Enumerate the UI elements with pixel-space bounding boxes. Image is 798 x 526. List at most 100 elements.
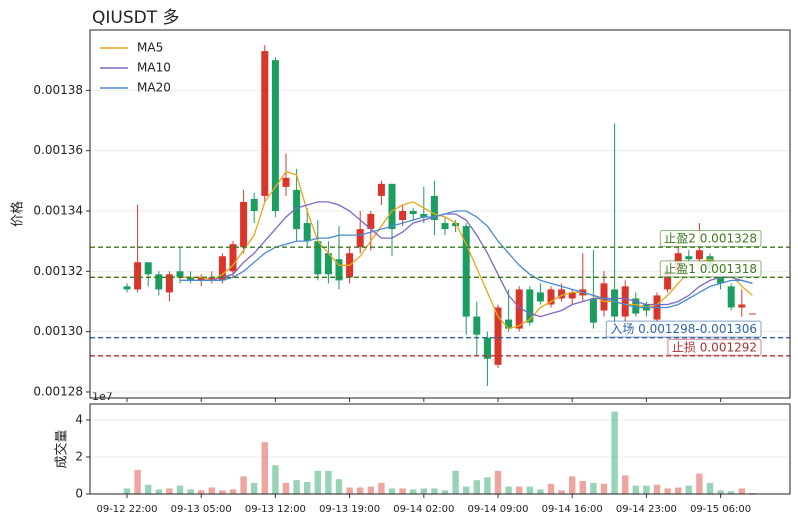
level-label: 止盈1 0.001318 [664, 262, 757, 276]
volume-bar [325, 470, 332, 494]
candle-body [197, 277, 205, 281]
legend-label: MA20 [137, 81, 171, 95]
candle-body [632, 298, 640, 314]
volume-bar [145, 484, 152, 494]
candle-body [536, 292, 544, 302]
volume-bar [346, 487, 353, 494]
volume-bar [420, 488, 427, 494]
candle-body [388, 183, 396, 230]
candle-body [621, 286, 629, 317]
level-annotation: 止盈2 0.001328 [659, 230, 762, 248]
volume-bar [643, 485, 650, 494]
volume-bar [685, 485, 692, 494]
candle-body [600, 283, 608, 311]
ma-line [180, 201, 753, 318]
candle-body [695, 250, 703, 260]
volume-bar [272, 465, 279, 494]
volume-bar [155, 489, 162, 494]
y-tick-label: 0.00138 [33, 83, 83, 97]
volume-bar [261, 442, 268, 494]
x-tick-label: 09-15 06:00 [690, 504, 751, 515]
volume-bar [229, 489, 237, 494]
volume-bar [399, 488, 406, 494]
level-annotation: 止损 0.001292 [667, 338, 762, 356]
level-label: 止盈2 0.001328 [664, 232, 757, 246]
candle-body [505, 319, 513, 329]
volume-bar [463, 486, 470, 494]
volume-bar [664, 488, 671, 494]
candle-body [303, 223, 311, 242]
candle-body [356, 229, 364, 248]
candle-body [526, 289, 534, 323]
level-box [605, 320, 762, 338]
candle-body [409, 210, 417, 214]
candle-body [420, 214, 428, 218]
candle-body [515, 289, 523, 329]
plot-frame [89, 29, 791, 399]
volume-bar [176, 485, 184, 494]
volume-bar [208, 487, 215, 494]
volume-bar [696, 473, 703, 494]
volume-bar [547, 483, 555, 494]
level-label: 入场 0.001298-0.001306 [610, 322, 757, 336]
volume-bar [526, 486, 533, 494]
volume-bar [717, 490, 724, 494]
level-label: 止损 0.001292 [672, 340, 757, 354]
candle-body [717, 277, 725, 284]
y-tick-label: 0 [75, 487, 83, 501]
volume-bar [632, 485, 639, 494]
candle-body [208, 277, 216, 281]
x-tick-label: 09-14 02:00 [393, 504, 454, 515]
candle-body [240, 201, 248, 248]
x-tick-label: 09-12 22:00 [96, 504, 157, 515]
volume-bar [494, 470, 502, 494]
candle-body [261, 51, 269, 196]
x-tick-label: 09-13 12:00 [245, 504, 306, 515]
x-tick-label: 09-13 19:00 [319, 504, 380, 515]
candle-body [473, 316, 481, 335]
candle-body [664, 271, 672, 290]
volume-bar [653, 484, 661, 494]
x-tick-label: 09-14 09:00 [467, 504, 528, 515]
candle-body [738, 304, 746, 308]
volume-bar [314, 470, 321, 494]
volume-bar [240, 476, 247, 494]
candle-body [430, 195, 438, 221]
x-tick-label: 09-14 23:00 [616, 504, 677, 515]
volume-bar [505, 486, 512, 494]
candle-body [324, 253, 332, 275]
volume-bar [367, 486, 374, 494]
candle-body [611, 289, 619, 317]
candle-body [250, 198, 258, 211]
candle-body [165, 274, 173, 293]
candle-body [144, 262, 152, 275]
volume-bar [357, 487, 364, 494]
candle-body [293, 189, 301, 230]
x-tick-label: 09-13 05:00 [171, 504, 232, 515]
level-box [659, 260, 762, 278]
volume-bar [611, 411, 618, 494]
volume-bar [219, 490, 226, 494]
volume-bar [251, 482, 258, 494]
volume-bar [590, 482, 597, 494]
candle-body [314, 241, 322, 275]
candle-body [748, 313, 756, 315]
volume-bar [282, 482, 290, 494]
volume-bar [293, 480, 300, 494]
candle-body [589, 298, 597, 323]
volume-bar [198, 490, 205, 494]
candle-body [462, 226, 470, 317]
volume-bar [537, 489, 544, 494]
candle-body [123, 286, 131, 290]
candle-body [271, 60, 279, 211]
candle-body [176, 271, 184, 278]
volume-bar [675, 487, 682, 494]
candle-body [452, 223, 460, 227]
volume-bar [706, 482, 714, 494]
volume-bar [166, 488, 173, 494]
candle-body [377, 183, 385, 196]
volume-bar [579, 481, 586, 494]
volume-axis-label: 成交量 [54, 429, 70, 468]
volume-bar [431, 488, 438, 494]
candle-body [335, 259, 343, 281]
